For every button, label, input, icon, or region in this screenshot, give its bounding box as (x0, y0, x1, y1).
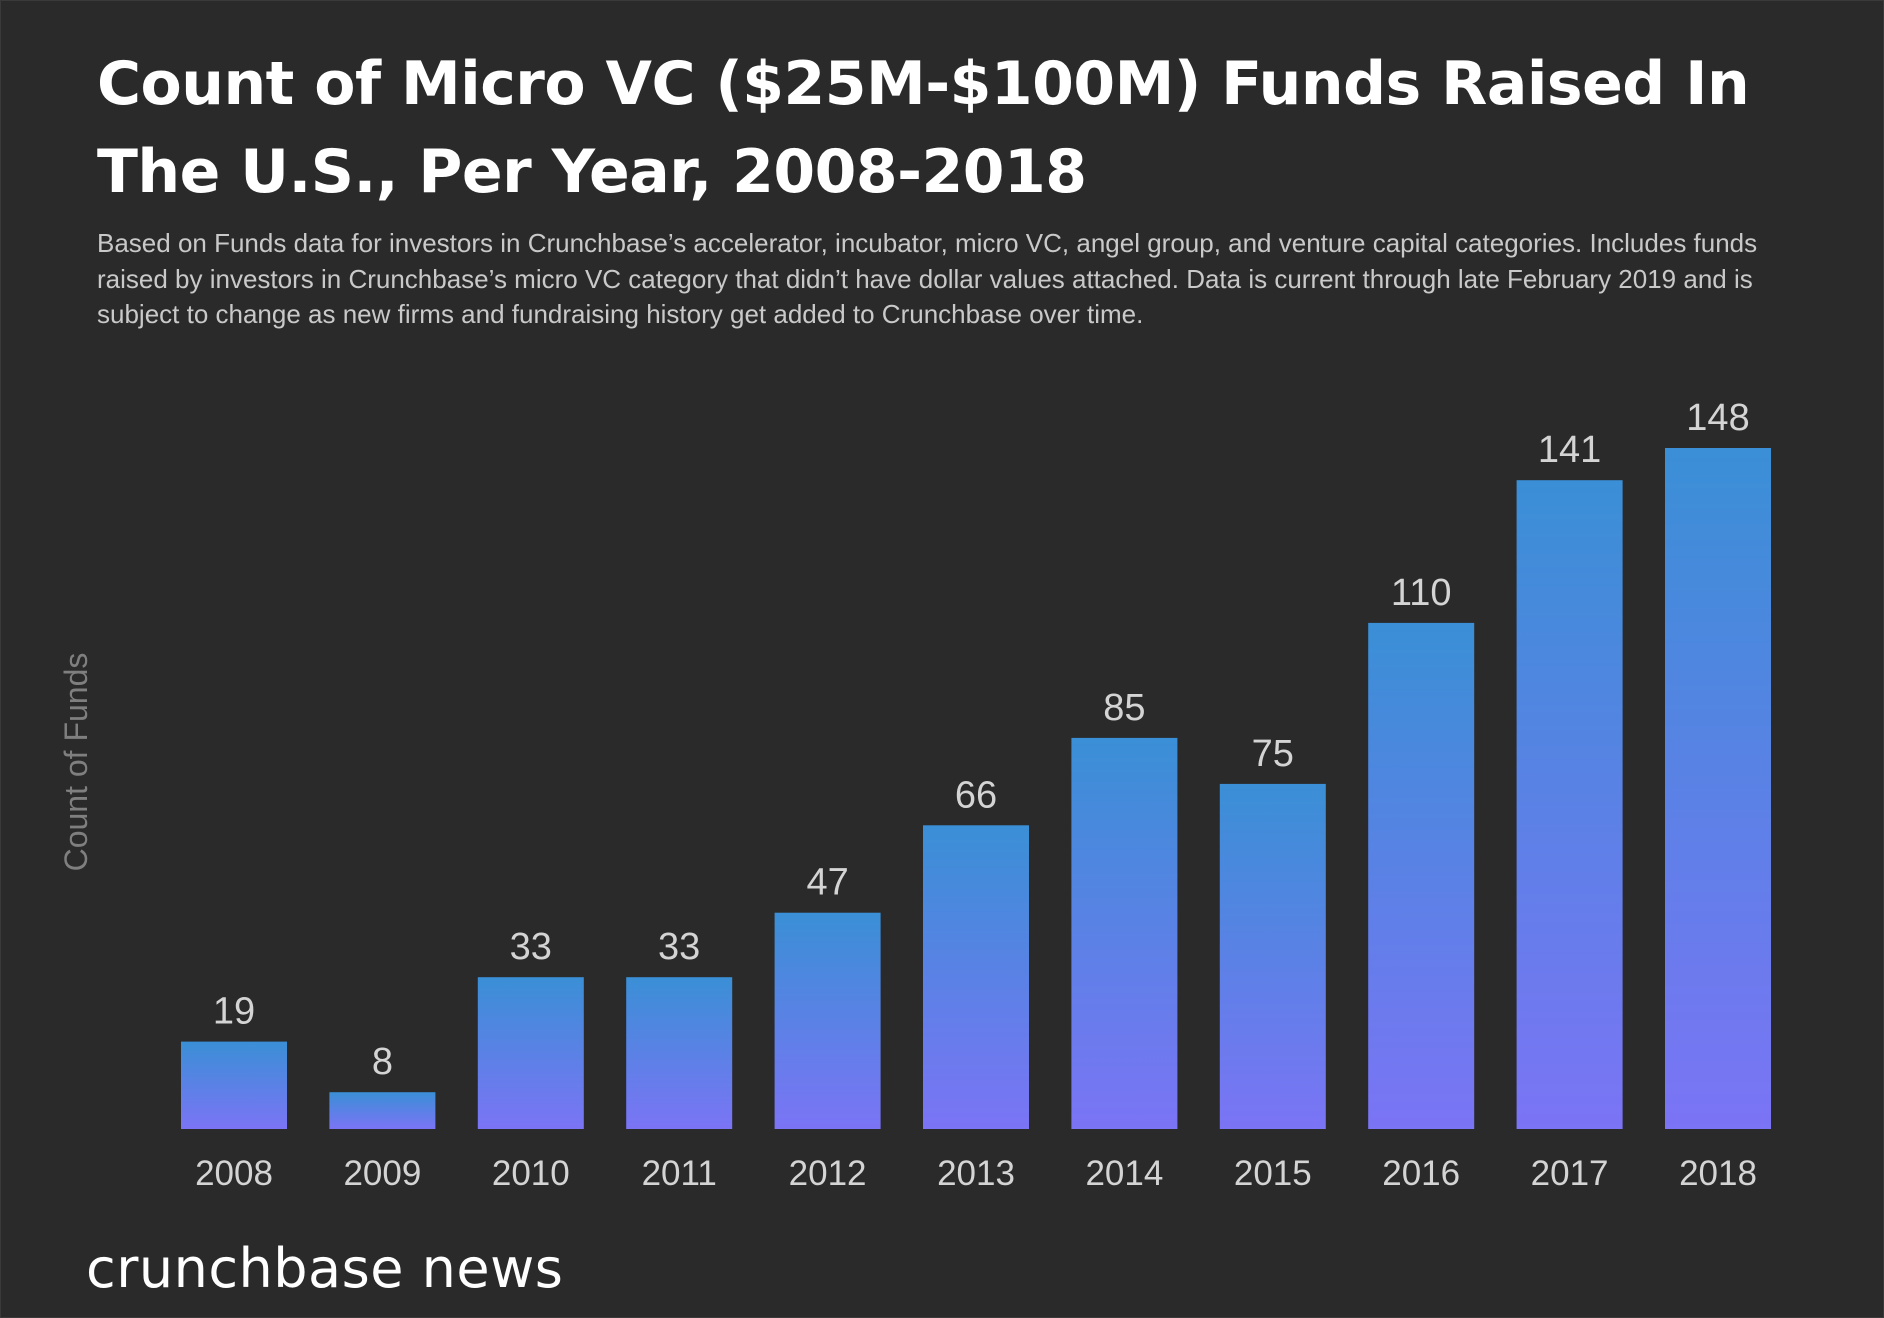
bar-2018 (1665, 448, 1771, 1129)
value-label-2009: 8 (372, 1041, 393, 1083)
bar-2014 (1071, 737, 1178, 1129)
x-tick-label-2017: 2017 (1531, 1154, 1609, 1193)
value-label-2018: 148 (1686, 397, 1749, 439)
value-label-2014: 85 (1103, 687, 1145, 729)
chart-title: Count of Micro VC ($25M-$100M) Funds Rai… (97, 49, 1750, 207)
bar-2017 (1516, 480, 1623, 1129)
value-label-2008: 19 (213, 991, 255, 1033)
bar-2013 (923, 825, 1029, 1129)
value-label-2012: 47 (806, 862, 848, 904)
x-tick-label-2018: 2018 (1679, 1154, 1757, 1193)
bar-2012 (774, 912, 881, 1129)
bar-2009 (329, 1092, 436, 1129)
bars-group: 19 2008 8 2009 33 2010 33 2011 47 2012 66 2013 85 201… (181, 397, 1771, 1193)
x-tick-label-2011: 2011 (642, 1154, 717, 1193)
value-label-2010: 33 (510, 926, 552, 968)
value-label-2013: 66 (955, 774, 997, 816)
x-tick-label-2015: 2015 (1234, 1154, 1312, 1193)
bar-2008 (181, 1041, 287, 1129)
value-label-2011: 33 (658, 926, 700, 968)
x-tick-label-2016: 2016 (1382, 1154, 1460, 1193)
crunchbase-news-logo: crunchbase news (86, 1237, 564, 1300)
x-tick-label-2008: 2008 (195, 1154, 273, 1193)
x-tick-label-2012: 2012 (789, 1154, 867, 1193)
x-tick-label-2010: 2010 (492, 1154, 570, 1193)
y-axis-label: Count of Funds (58, 653, 94, 872)
x-tick-label-2009: 2009 (343, 1154, 421, 1193)
chart-subtitle: Based on Funds data for investors in Cru… (97, 228, 1758, 329)
value-label-2016: 110 (1391, 572, 1452, 614)
value-label-2015: 75 (1252, 733, 1294, 775)
bar-2010 (477, 977, 584, 1129)
bar-2015 (1219, 783, 1326, 1129)
x-tick-label-2014: 2014 (1085, 1154, 1163, 1193)
bar-2016 (1368, 622, 1475, 1129)
value-label-2017: 141 (1538, 429, 1601, 471)
bar-2011 (626, 977, 733, 1129)
x-tick-label-2013: 2013 (937, 1154, 1015, 1193)
